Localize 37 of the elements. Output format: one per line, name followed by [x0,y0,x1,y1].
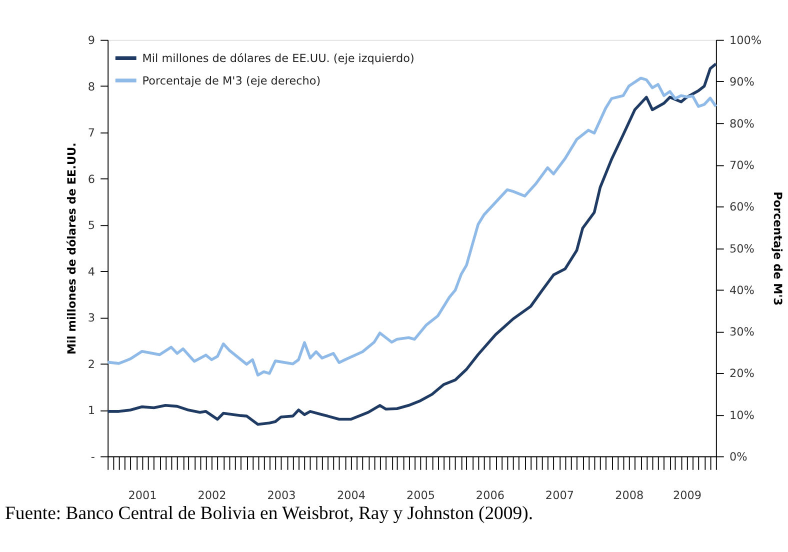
y-tick-label: 4 [88,265,95,278]
y-tick-label: 7 [88,126,95,140]
y2-tick-label: 30% [730,326,755,339]
y2-tick-label: 10% [730,408,755,422]
x-tick-label: 2008 [615,488,644,502]
y-axis-title: Mil millones de dólares de EE.UU. [66,142,79,354]
x-tick-label: 2005 [406,488,436,502]
y2-tick-label: 100% [730,34,762,48]
x-tick-label: 2009 [672,488,702,502]
x-tick-label: 2003 [267,488,296,502]
legend-label: Porcentaje de M'3 (eje derecho) [142,74,321,88]
x-tick-label: 2004 [336,488,366,502]
legend-label: Mil millones de dólares de EE.UU. (eje izquierdo) [142,52,414,65]
x-tick-label: 2001 [128,488,157,502]
x-tick-label: 2002 [198,488,226,502]
y-tick-label: 1 [88,404,95,418]
y2-tick-label: 40% [730,284,755,297]
y-tick-label: 9 [88,34,95,48]
source-note: Fuente: Banco Central de Bolivia en Weisbrot, Ray y Johnston (2009). [5,503,534,524]
y-tick-label: 6 [88,172,95,186]
line-series [106,62,718,426]
x-tick-label: 2006 [476,488,504,502]
y-tick-label: 5 [88,219,95,232]
y-tick-label: 8 [88,80,95,94]
y2-tick-label: 70% [730,158,755,172]
y2-tick-label: 50% [730,242,755,256]
x-tick-label: 2007 [545,488,574,502]
y-tick-label: - [90,450,95,464]
line-series [106,76,718,376]
y2-tick-label: 90% [730,76,755,89]
y2-tick-label: 80% [730,117,755,130]
y2-tick-label: 60% [730,200,755,214]
y-tick-label: 2 [88,358,95,371]
y2-axis-title: Porcentaje de M'3 [770,192,784,306]
y-tick-label: 3 [88,312,95,325]
y2-tick-label: 20% [730,367,755,380]
y2-tick-label: 0% [730,450,748,464]
